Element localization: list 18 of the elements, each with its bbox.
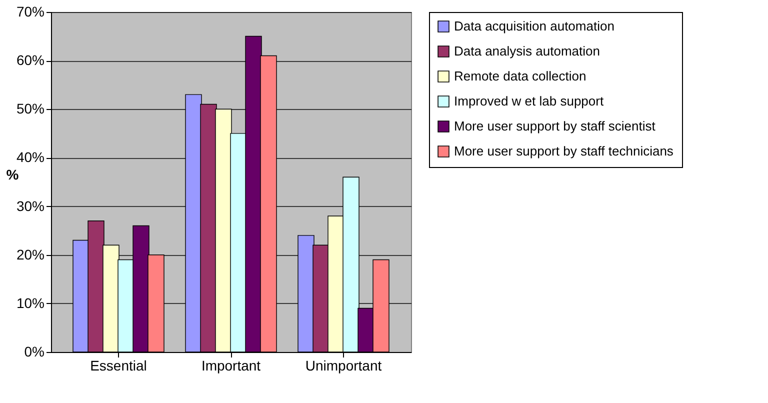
- y-tick-label: 0%: [24, 344, 44, 360]
- y-axis-title: %: [6, 166, 20, 182]
- legend-label: More user support by staff technicians: [454, 144, 674, 158]
- y-tick-label: 60%: [16, 52, 44, 68]
- x-tick-label: Important: [201, 358, 261, 374]
- y-tick-label: 30%: [16, 198, 44, 214]
- x-tick-label: Unimportant: [305, 358, 382, 374]
- legend-label: Data acquisition automation: [454, 18, 614, 34]
- y-tick-label: 40%: [16, 149, 44, 166]
- legend-label: More user support by staff scientist: [454, 118, 656, 134]
- y-tick-label: 70%: [16, 4, 44, 20]
- x-tick-label: Essential: [90, 358, 147, 374]
- y-tick-label: 20%: [16, 246, 44, 262]
- legend-label: Data analysis automation: [454, 44, 600, 58]
- y-tick-label: 10%: [16, 294, 44, 311]
- y-tick-label: 50%: [16, 100, 44, 117]
- legend-label: Remote data collection: [454, 68, 586, 84]
- legend-label: Improved w et lab support: [454, 94, 604, 108]
